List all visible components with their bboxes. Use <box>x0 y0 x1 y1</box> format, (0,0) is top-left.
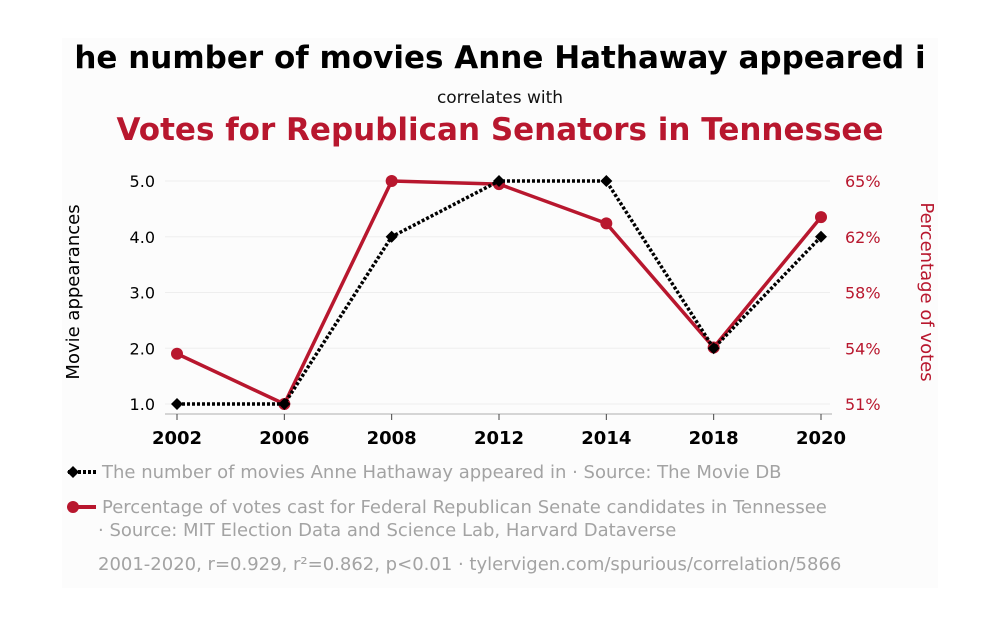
legend-swatch-dotted-diamond <box>67 466 96 478</box>
chart-title-line2: Votes for Republican Senators in Tenness… <box>116 112 884 148</box>
series-movies-point <box>815 230 827 243</box>
series-movies-point <box>493 175 505 187</box>
series-movies-point <box>171 398 183 410</box>
legend-swatch-solid-circle <box>67 501 96 513</box>
legend-item-movies: The number of movies Anne Hathaway appea… <box>66 461 782 485</box>
y-left-tick-label: 4.0 <box>130 228 155 247</box>
x-tick-label: 2002 <box>152 428 202 449</box>
legend-label-movies: The number of movies Anne Hathaway appea… <box>102 462 782 483</box>
legend-item-votes: Percentage of votes cast for Federal Rep… <box>66 496 827 520</box>
chart-title-line1: he number of movies Anne Hathaway appear… <box>74 40 926 76</box>
legend-label-votes-line1: Percentage of votes cast for Federal Rep… <box>102 497 827 518</box>
y-right-tick-label: 58% <box>845 284 881 303</box>
series-votes-point <box>385 175 398 187</box>
y-right-axis-title: Percentage of votes <box>916 202 937 381</box>
series-votes-point <box>815 211 827 224</box>
x-tick-label: 2018 <box>689 428 739 449</box>
y-right-tick-label: 62% <box>845 228 881 247</box>
x-tick-label: 2020 <box>796 428 846 449</box>
x-tick-label: 2006 <box>259 428 309 449</box>
x-tick-label: 2008 <box>367 428 417 449</box>
correlation-stats: 2001-2020, r=0.929, r²=0.862, p<0.01 · t… <box>98 554 842 575</box>
y-left-tick-label: 1.0 <box>130 395 155 414</box>
legend-label-votes-line2: · Source: MIT Election Data and Science … <box>98 520 677 541</box>
series-movies-point <box>278 398 291 410</box>
series-movies-point <box>707 342 720 355</box>
y-left-tick-label: 2.0 <box>130 339 155 358</box>
series-movies-point <box>600 175 613 187</box>
y-left-tick-label: 3.0 <box>130 284 155 303</box>
series-votes-point <box>171 347 183 360</box>
y-left-axis-title: Movie appearances <box>63 204 84 379</box>
y-left-tick-label: 5.0 <box>130 172 155 191</box>
x-tick-label: 2012 <box>474 428 524 449</box>
chart-panel: he number of movies Anne Hathaway appear… <box>62 38 938 588</box>
series-movies-point <box>385 230 398 243</box>
y-right-tick-label: 51% <box>845 395 881 414</box>
y-right-tick-label: 54% <box>845 339 881 358</box>
chart-subtitle: correlates with <box>436 88 564 108</box>
series-votes-point <box>600 217 613 230</box>
y-right-tick-label: 65% <box>845 172 881 191</box>
x-tick-label: 2014 <box>581 428 631 449</box>
